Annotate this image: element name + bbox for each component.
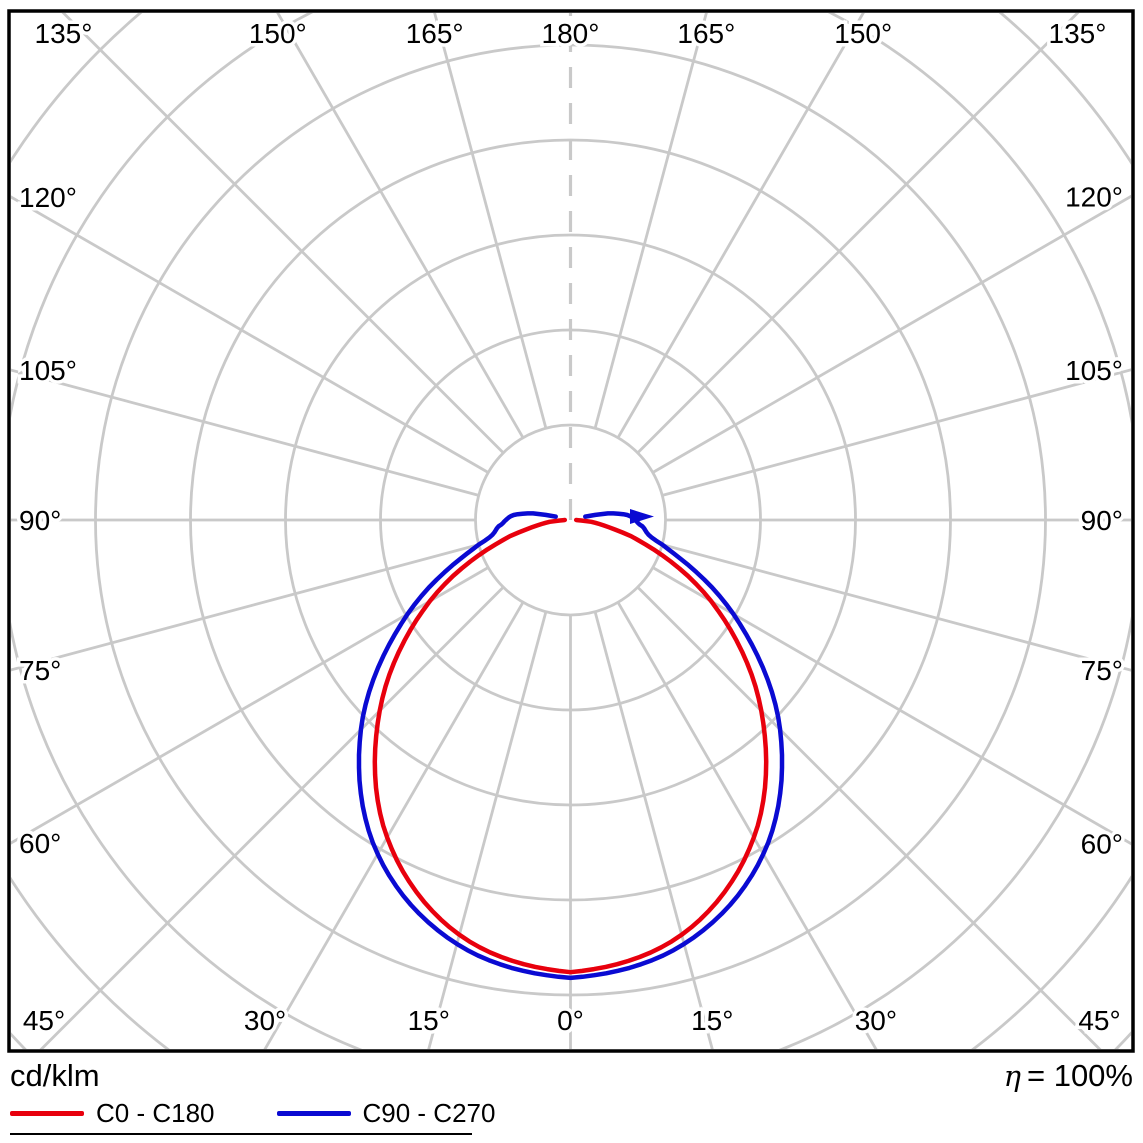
angle-label: 90° (19, 505, 61, 536)
angle-label: 150° (249, 18, 307, 49)
angle-label: 105° (1065, 355, 1123, 386)
efficiency-value: = 100% (1026, 1058, 1133, 1093)
angle-labels: 0° 15° 15° 30° 30° 45° 45° 60° 60° 75° 75° 90° 90° 10… (16, 15, 1127, 1040)
plot-border (7, 9, 1135, 1053)
polar-grid-spoke (433, 13, 548, 429)
angle-label: 165° (677, 18, 735, 49)
polar-grid-spoke (11, 195, 489, 474)
angle-label: 0° (557, 1005, 584, 1036)
angle-label: 165° (406, 18, 464, 49)
polar-grid-spoke (263, 601, 525, 1049)
angle-label: 120° (1065, 181, 1123, 212)
polar-grid (11, 13, 1131, 1049)
legend-item-c0: C0 - C180 (10, 1099, 215, 1127)
c90-line-swatch (276, 1110, 351, 1116)
polar-grid-spoke (427, 611, 548, 1049)
polar-grid-spoke (616, 13, 865, 439)
angle-label: 15° (691, 1005, 733, 1036)
polar-grid-spoke (593, 13, 708, 429)
polar-grid-spoke (276, 13, 525, 439)
legend: C0 - C180 C90 - C270 (10, 1099, 1133, 1127)
angle-label: 15° (408, 1005, 450, 1036)
angle-label: 60° (1081, 829, 1123, 860)
angle-label: 135° (35, 18, 93, 49)
angle-label: 180° (542, 18, 600, 49)
c0-line-swatch (10, 1110, 84, 1116)
angle-label: 60° (19, 828, 61, 859)
angle-label: 135° (1049, 18, 1107, 49)
polar-grid-spoke (636, 13, 1080, 454)
polar-grid-spoke (636, 586, 1102, 1049)
polar-grid-spoke (652, 194, 1131, 474)
polar-grid-spoke (661, 543, 1131, 672)
polar-grid-spoke (661, 368, 1131, 497)
legend-label-c90: C90 - C270 (362, 1098, 496, 1128)
polar-grid-spoke (39, 586, 505, 1049)
curve-direction-arrow (630, 509, 654, 524)
chart-footer: cd/klm η = 100% C0 - C180 C90 - C270 (0, 1056, 1143, 1135)
units-label: cd/klm (10, 1058, 100, 1093)
polar-grid-spoke (11, 543, 480, 672)
polar-grid-spoke (593, 611, 714, 1049)
angle-label: 75° (19, 655, 61, 686)
legend-underline (10, 1133, 472, 1135)
angle-label: 30° (855, 1005, 897, 1036)
angle-label: 45° (1078, 1005, 1120, 1036)
angle-label: 45° (23, 1005, 65, 1036)
curves-layer (356, 509, 785, 981)
footer-top-row: cd/klm η = 100% (10, 1058, 1133, 1094)
legend-item-c90: C90 - C270 (276, 1098, 496, 1128)
legend-label-c0: C0 - C180 (96, 1098, 215, 1128)
angle-label: 75° (1081, 655, 1123, 686)
angle-label: 120° (19, 182, 77, 213)
angle-label: 30° (244, 1005, 286, 1036)
c90-c270-curve (356, 511, 785, 981)
efficiency-label: η = 100% (1004, 1058, 1133, 1094)
polar-grid-spoke (61, 13, 505, 454)
polar-grid-spoke (11, 566, 489, 845)
angle-label: 105° (19, 355, 77, 386)
polar-grid-spoke (11, 368, 480, 497)
polar-chart: 0° 15° 15° 30° 30° 45° 45° 60° 60° 75° 75° 90° 90° 10… (7, 9, 1135, 1053)
angle-label: 150° (834, 18, 892, 49)
polar-grid-spoke (616, 601, 878, 1049)
angle-label: 90° (1081, 505, 1123, 536)
c0-c180-curve (372, 517, 769, 975)
polar-grid-spoke (652, 566, 1131, 846)
eta-symbol: η (1003, 1059, 1021, 1093)
